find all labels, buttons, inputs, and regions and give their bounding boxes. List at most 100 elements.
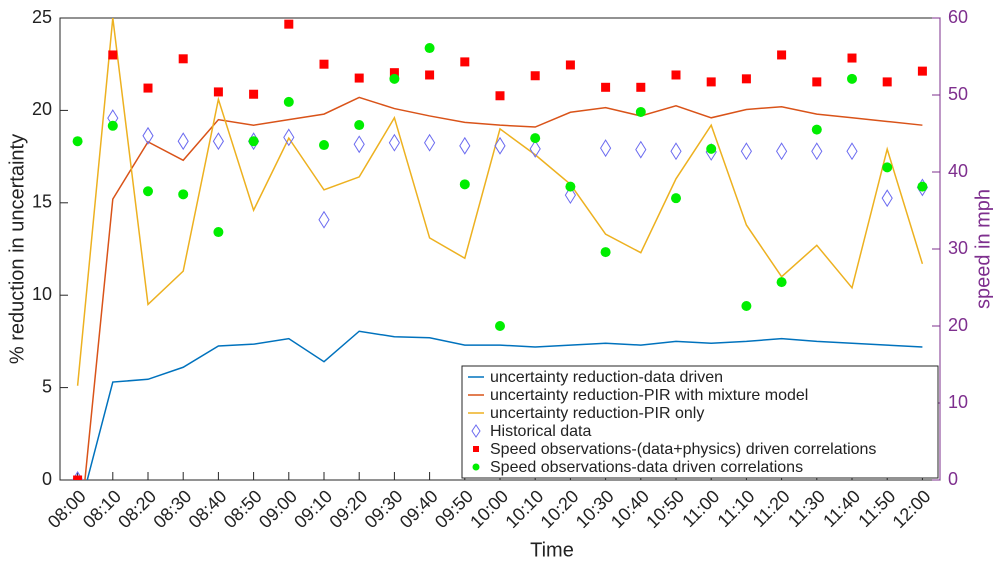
diamond-marker [529, 139, 541, 158]
x-tick-label: 11:30 [784, 486, 829, 531]
circle-marker [882, 162, 893, 173]
y2-tick-label: 50 [948, 84, 968, 104]
y-tick-label: 5 [42, 376, 52, 396]
legend-label: uncertainty reduction-PIR with mixture m… [490, 387, 808, 404]
square-marker [917, 66, 927, 76]
legend-box [461, 365, 939, 479]
x-tick-label: 10:40 [607, 486, 653, 532]
square-marker [249, 89, 259, 99]
square-marker [882, 77, 892, 87]
square-marker [178, 54, 188, 64]
diamond-marker [635, 140, 647, 159]
diamond-marker [494, 136, 506, 155]
circle-marker [107, 120, 118, 131]
x-tick-label: 11:20 [749, 486, 794, 531]
diamond-marker [318, 210, 330, 229]
y2-tick-label: 0 [948, 469, 958, 489]
series-line [84, 96, 923, 480]
square-marker [73, 475, 83, 480]
circle-marker [213, 227, 224, 238]
plot-area [72, 18, 928, 480]
y-tick-label: 20 [32, 99, 52, 119]
legend-label: Speed observations-(data+physics) driven… [490, 441, 876, 458]
diamond-marker [212, 132, 224, 151]
legend-label: uncertainty reduction-PIR only [490, 405, 704, 422]
x-tick-label: 08:30 [149, 486, 195, 532]
circle-marker [389, 73, 400, 84]
x-tick-label: 09:30 [361, 486, 407, 532]
square-marker [460, 57, 470, 67]
legend-label: Historical data [490, 423, 591, 440]
diamond-marker [811, 142, 823, 161]
diamond-marker [564, 186, 576, 205]
square-marker [601, 82, 611, 92]
circle-marker [72, 136, 83, 147]
x-tick-label: 10:30 [572, 486, 618, 532]
x-tick-label: 10:00 [466, 486, 512, 532]
y2-tick-label: 20 [948, 315, 968, 335]
circle-marker [917, 181, 928, 192]
legend-swatch [471, 424, 481, 438]
circle-marker [635, 106, 646, 117]
circle-marker [424, 43, 435, 54]
circle-marker [495, 321, 505, 331]
square-marker [108, 50, 118, 60]
x-tick-label: 11:00 [678, 486, 723, 531]
square-marker [389, 68, 399, 78]
series-line [86, 330, 923, 480]
x-tick-label: 11:40 [819, 486, 864, 531]
circle-marker [143, 186, 153, 197]
x-tick-label: 10:20 [537, 486, 583, 532]
square-marker [425, 70, 435, 80]
y2-axis-label: speed in mph [972, 189, 993, 309]
x-tick-label: 10:50 [642, 486, 688, 532]
y-axis-label: % reduction in uncertainty [6, 134, 28, 364]
diamond-marker [670, 142, 682, 161]
circle-marker [706, 143, 717, 154]
circle-marker [354, 120, 365, 131]
diamond-marker [846, 142, 858, 161]
x-axis-label: Time [530, 539, 574, 561]
square-marker [530, 71, 540, 81]
x-tick-label: 09:40 [396, 486, 442, 532]
x-tick-label: 10:10 [501, 486, 547, 532]
circle-marker [459, 179, 470, 190]
x-tick-label: 11:10 [714, 486, 759, 531]
diamond-marker [283, 128, 295, 147]
x-tick-label: 08:00 [44, 486, 90, 532]
x-tick-label: 11:50 [854, 486, 899, 531]
diamond-marker [881, 189, 893, 208]
circle-marker [741, 300, 752, 311]
y2-tick-label: 40 [948, 161, 968, 181]
x-tick-label: 09:50 [431, 486, 477, 532]
circle-marker [530, 133, 541, 144]
y-tick-label: 0 [42, 469, 52, 489]
diamond-marker [142, 126, 154, 145]
square-marker [741, 74, 751, 84]
series-line [76, 18, 924, 386]
circle-marker [811, 124, 822, 135]
square-marker [706, 77, 716, 87]
x-tick-label: 09:00 [255, 486, 301, 532]
square-marker [671, 70, 681, 80]
y2-tick-label: 30 [948, 238, 968, 258]
square-marker [495, 91, 505, 101]
x-tick-label: 08:40 [185, 486, 231, 532]
square-marker [812, 77, 822, 87]
square-marker [777, 50, 787, 60]
y2-tick-label: 60 [948, 7, 968, 27]
square-marker [847, 53, 857, 63]
diamond-marker [776, 142, 788, 161]
diamond-marker [459, 136, 471, 155]
legend-label: Speed observations-data driven correlati… [490, 459, 803, 476]
legend-swatch [472, 463, 480, 471]
x-tick-label: 09:10 [290, 486, 336, 532]
y-tick-label: 25 [32, 7, 52, 27]
diamond-marker [388, 133, 400, 152]
square-marker [284, 19, 294, 29]
circle-marker [178, 189, 189, 200]
diamond-marker [600, 139, 612, 158]
x-tick-label: 09:20 [325, 486, 371, 532]
x-tick-label: 08:20 [114, 486, 160, 532]
